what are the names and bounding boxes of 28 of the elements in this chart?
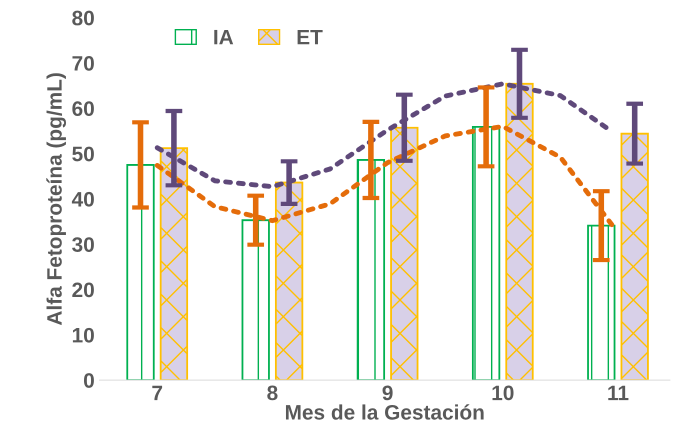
y-tick-label: 60: [72, 101, 94, 116]
bar: [274, 182, 304, 380]
y-tick-label: 10: [72, 328, 94, 343]
x-tick-label: 8: [267, 386, 278, 400]
y-tick-label: 50: [72, 146, 94, 162]
y-tick-label: 70: [72, 56, 94, 71]
bar: [390, 126, 418, 380]
bar: [356, 159, 386, 380]
x-tick-label: 10: [492, 386, 514, 400]
x-tick-label: 11: [608, 386, 628, 400]
y-tick-label: 40: [72, 192, 94, 207]
y-axis-title: Alfa Fetoproteína (pg/mL): [46, 73, 66, 326]
bar: [242, 219, 270, 380]
bar: [472, 126, 500, 380]
y-tick-label: 30: [72, 237, 94, 252]
bar: [587, 224, 616, 380]
x-tick-label: 9: [382, 386, 393, 400]
legend-label: ET: [298, 30, 323, 44]
bar: [160, 147, 188, 380]
bar: [126, 164, 155, 380]
y-tick-label: 0: [84, 373, 94, 388]
x-axis-title: Mes de la Gestación: [286, 404, 484, 420]
bar: [620, 132, 649, 380]
y-tick-label: 20: [72, 282, 94, 298]
y-tick-label: 80: [72, 10, 94, 26]
bar: [505, 82, 534, 380]
legend-label: IA: [214, 30, 234, 44]
x-tick-label: 7: [152, 386, 162, 400]
